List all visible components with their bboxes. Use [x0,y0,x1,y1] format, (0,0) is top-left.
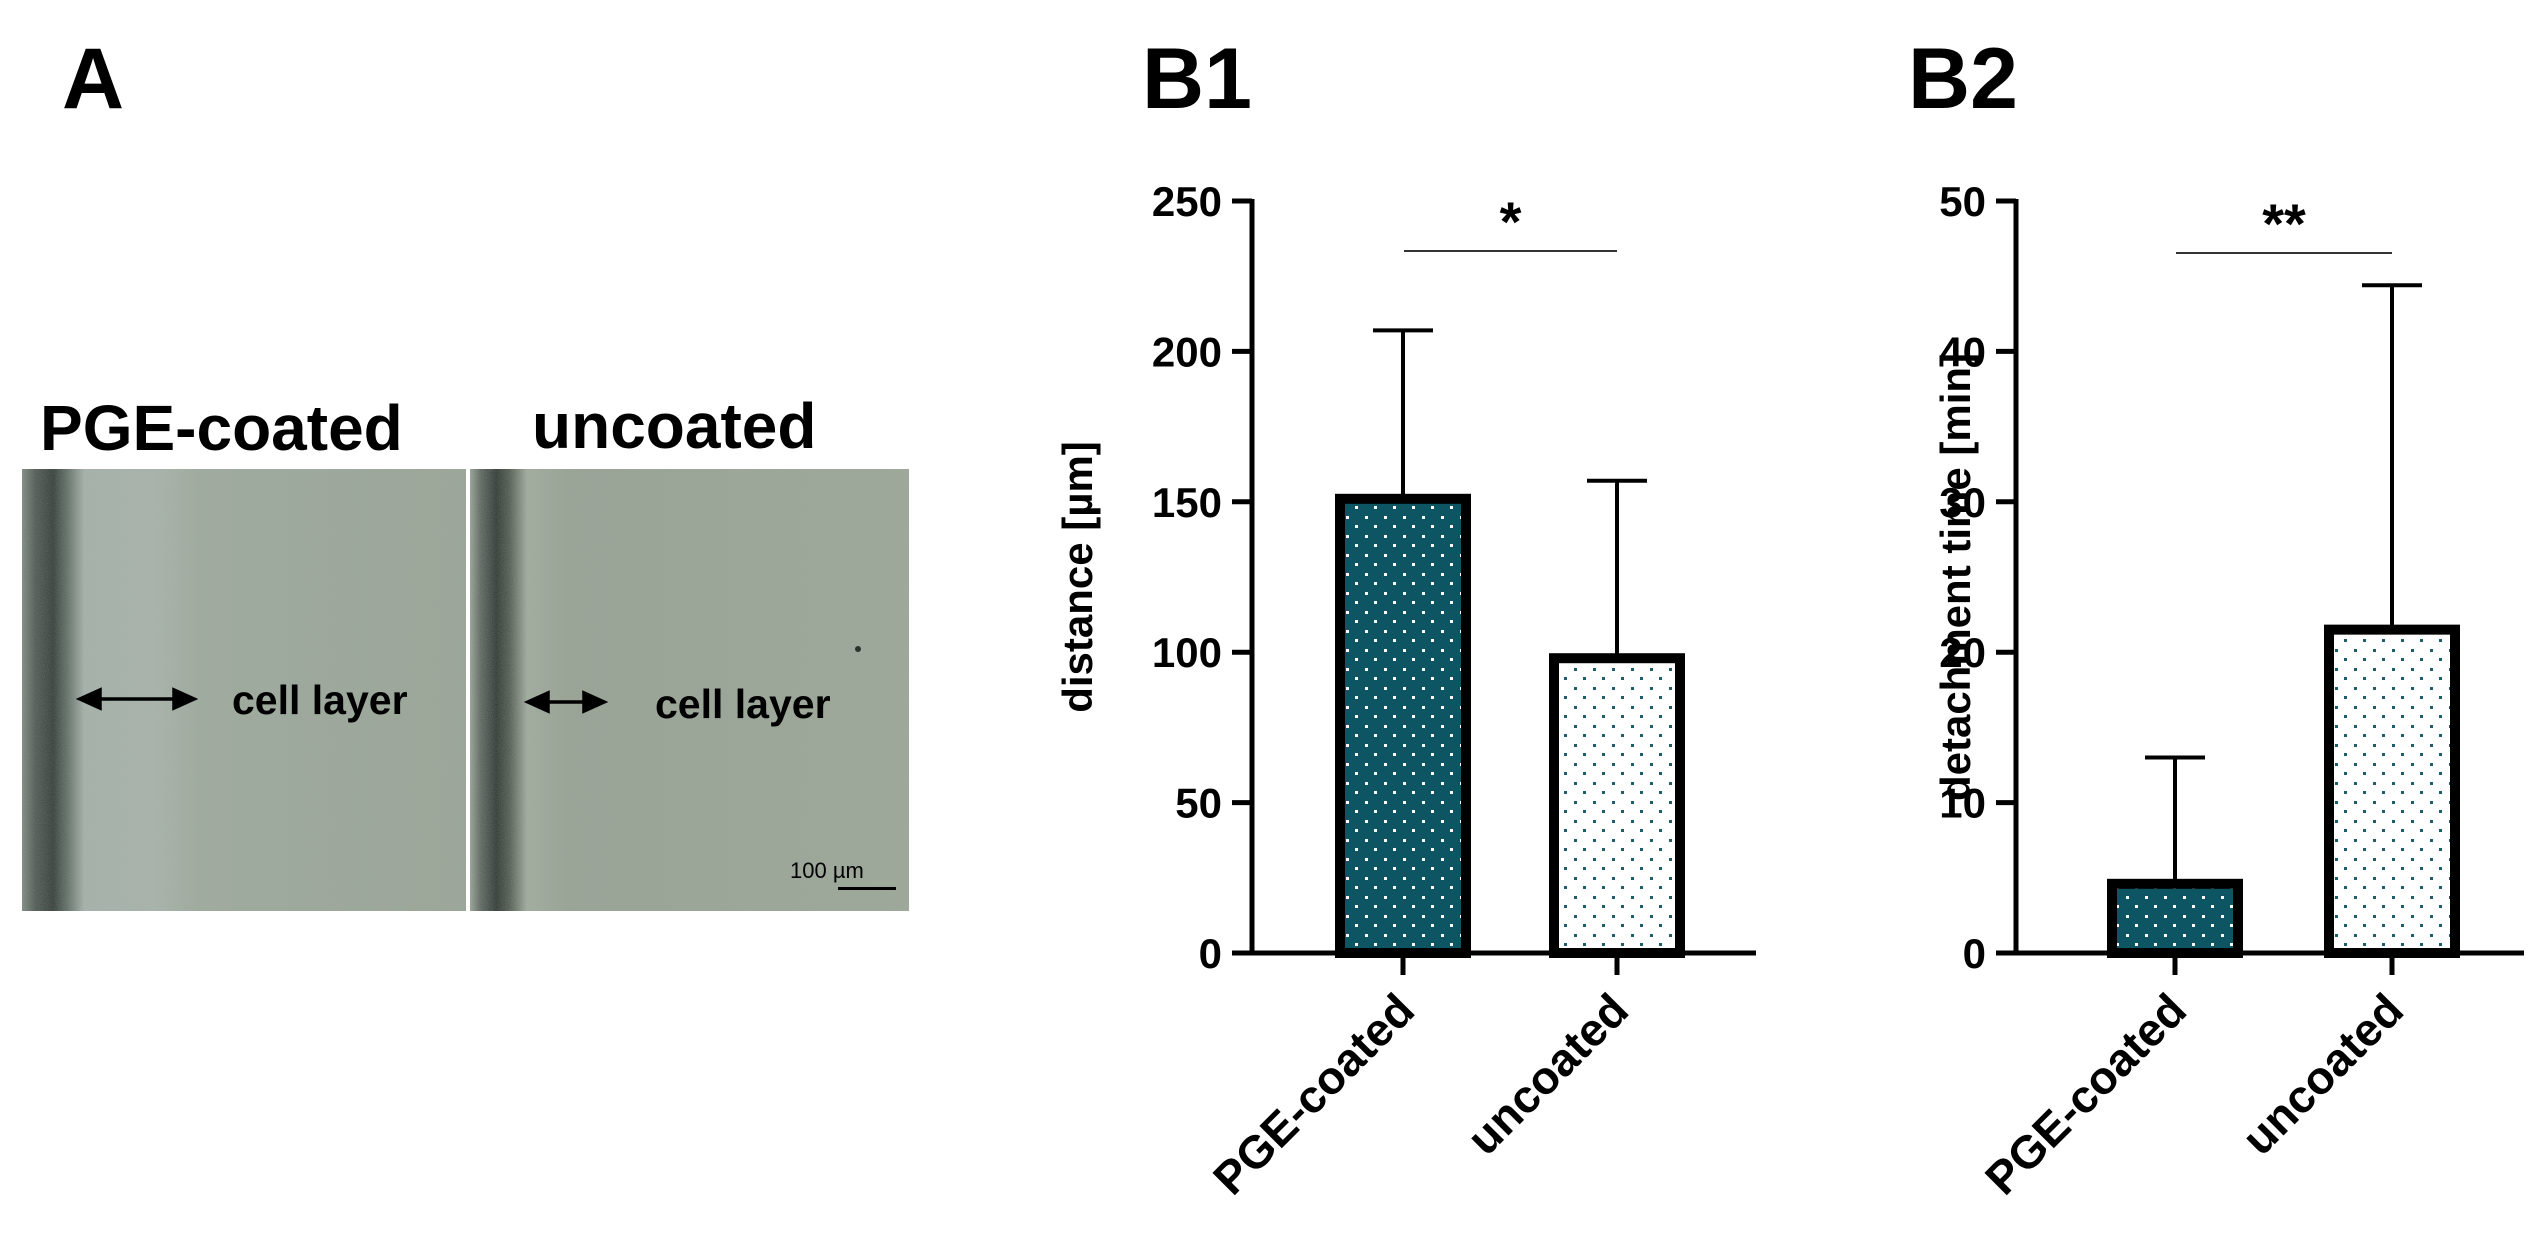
x-tick-label: uncoated [2232,983,2413,1164]
panel-letter-b2: B2 [1908,31,2018,127]
bar-uncoated [2324,624,2460,958]
y-tick-label: 100 [1152,629,1222,676]
bar-uncoated [1549,653,1685,958]
y-tick-label: 20 [1939,629,1986,676]
y-tick-label: 50 [1175,780,1222,827]
bar-pge-coated [1335,493,1471,958]
scale-bar [838,887,896,890]
y-tick-label: 200 [1152,328,1222,375]
chart-b2: 0 10 20 30 40 50 PGE-coated uncoated detachment … [1932,178,2524,1204]
arrowhead-left-icon [523,690,550,714]
arrowhead-left-icon [75,687,102,711]
arrowhead-right-icon [172,687,199,711]
y-tick-label: 0 [1199,930,1222,977]
micrograph-label-uncoated: uncoated [532,390,817,462]
y-tick-label: 30 [1939,479,1986,526]
y-axis-label: detachment time [min] [1932,353,1979,801]
micrograph-uncoated [470,469,909,911]
cell-layer-label-left: cell layer [232,677,408,723]
x-tick-label: PGE-coated [1975,983,2196,1204]
chart-b1: 0 50 100 150 200 250 PGE-coated uncoated distanc… [1054,178,1756,1204]
y-tick-label: 10 [1939,780,1986,827]
significance-label: ** [2262,192,2306,255]
panel-letter-b1: B1 [1142,31,1252,127]
y-tick-label: 50 [1939,178,1986,225]
micrograph-label-pge-coated: PGE-coated [40,392,403,464]
y-axis-label: distance [µm] [1054,441,1101,713]
scale-bar-label: 100 µm [790,858,864,883]
panel-letter-a: A [62,31,125,127]
x-tick-label: uncoated [1457,983,1638,1164]
significance-label: * [1500,190,1522,253]
y-tick-label: 250 [1152,178,1222,225]
cell-layer-label-right: cell layer [655,681,831,727]
y-tick-label: 150 [1152,479,1222,526]
micrograph-arrows [75,687,609,714]
arrowhead-right-icon [582,690,609,714]
y-tick-label: 0 [1963,930,1986,977]
bar-pge-coated [2107,878,2243,958]
y-tick-label: 40 [1939,328,1986,375]
x-tick-label: PGE-coated [1203,983,1424,1204]
